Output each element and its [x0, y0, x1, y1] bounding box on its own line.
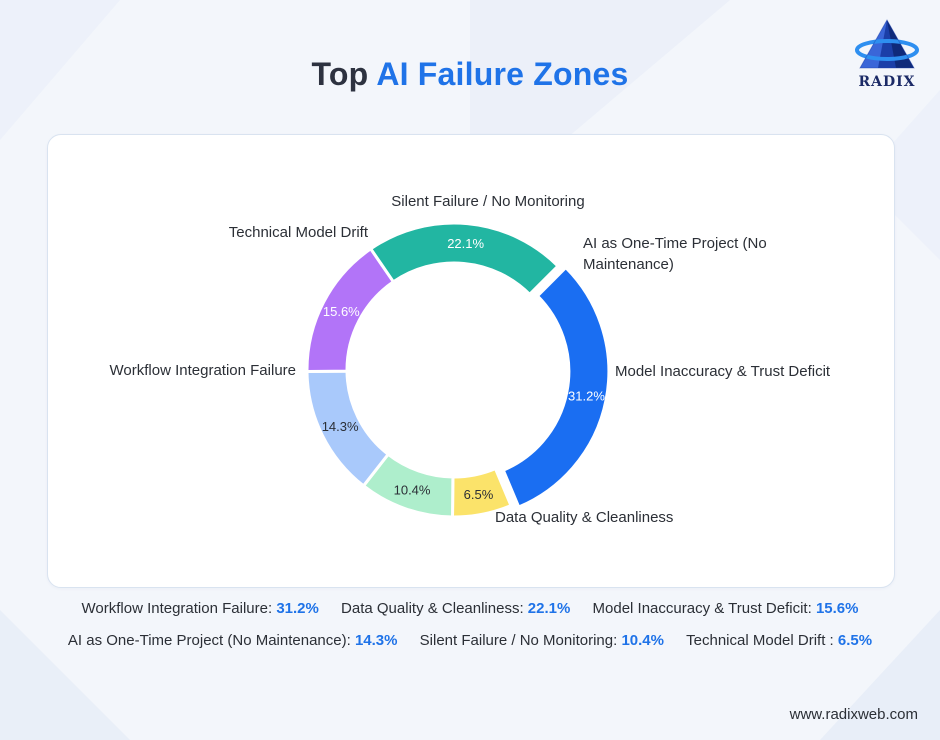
legend-value: 14.3%	[354, 632, 398, 649]
donut-slice-data-quality-cleanliness	[368, 221, 561, 297]
donut-chart: 31.2% 6.5% 10.4% 14.3% 15.6% 22.1% Workflow In…	[110, 193, 831, 526]
slice-category-label: Silent Failure / No Monitoring	[391, 193, 584, 210]
slice-value-label: 15.6%	[323, 304, 360, 319]
legend-item: AI as One-Time Project (No Maintenance):…	[68, 632, 398, 649]
slice-value-label: 6.5%	[464, 487, 494, 502]
chart-card: 31.2% 6.5% 10.4% 14.3% 15.6% 22.1% Workflow In…	[47, 134, 895, 588]
legend-value: 15.6%	[815, 600, 859, 617]
legend-item: Data Quality & Cleanliness: 22.1%	[341, 600, 570, 617]
logo-text: RADIX	[858, 74, 916, 90]
page-title: Top AI Failure Zones	[0, 56, 940, 93]
legend-label: Silent Failure / No Monitoring:	[419, 632, 618, 649]
legend-label: AI as One-Time Project (No Maintenance):	[67, 632, 351, 649]
slice-value-label: 14.3%	[322, 419, 359, 434]
slice-category-label: AI as One-Time Project (No Maintenance)	[583, 235, 767, 273]
legend-label: Technical Model Drift :	[686, 632, 834, 649]
slice-category-label: Model Inaccuracy & Trust Deficit	[615, 363, 831, 380]
radix-logo: RADIX	[850, 16, 924, 96]
legend-value: 31.2%	[276, 600, 319, 617]
slice-value-label: 22.1%	[447, 236, 484, 251]
slice-category-label: Technical Model Drift	[229, 224, 369, 241]
title-plain: Top	[311, 56, 369, 92]
legend-value: 6.5%	[837, 632, 873, 649]
legend-label: Data Quality & Cleanliness:	[341, 600, 524, 617]
legend-value: 22.1%	[527, 600, 571, 617]
donut-slice-workflow-integration-failure	[501, 265, 611, 510]
legend-item: Workflow Integration Failure: 31.2%	[82, 600, 319, 617]
slice-category-label: Data Quality & Cleanliness	[495, 509, 673, 526]
legend-item: Silent Failure / No Monitoring: 10.4%	[420, 632, 664, 649]
website-link[interactable]: www.radixweb.com	[789, 706, 918, 723]
pyramid-logo-icon	[855, 18, 919, 69]
legend-label: Workflow Integration Failure:	[81, 600, 273, 617]
slice-category-label: Workflow Integration Failure	[110, 362, 296, 379]
legend-item: Technical Model Drift : 6.5%	[686, 632, 872, 649]
legend-item: Model Inaccuracy & Trust Deficit: 15.6%	[593, 600, 859, 617]
title-accent: AI Failure Zones	[376, 56, 629, 92]
slice-value-label: 31.2%	[568, 388, 605, 403]
legend-value: 10.4%	[621, 632, 664, 649]
slice-value-label: 10.4%	[394, 482, 431, 497]
legend-label: Model Inaccuracy & Trust Deficit:	[592, 600, 812, 617]
legend-row-2: AI as One-Time Project (No Maintenance):…	[0, 632, 940, 649]
legend-row-1: Workflow Integration Failure: 31.2% Data…	[0, 600, 940, 617]
